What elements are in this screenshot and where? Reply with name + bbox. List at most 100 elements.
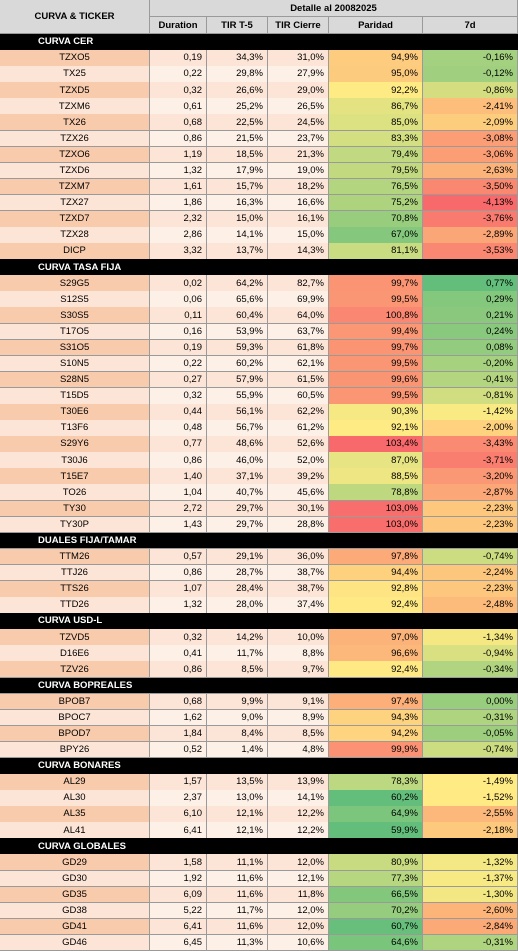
duration: 6,41 [150, 918, 207, 936]
tir-cierre: 14,1% [268, 790, 329, 807]
ticker: TTM26 [0, 548, 150, 566]
ticker: S29Y6 [0, 436, 150, 453]
7d: -2,55% [423, 806, 518, 823]
duration: 0,19 [150, 339, 207, 357]
ticker: BPY26 [0, 741, 150, 759]
tir-t5: 11,3% [207, 934, 268, 951]
tir-t5: 13,5% [207, 774, 268, 791]
duration: 0,32 [150, 629, 207, 646]
ticker: S31O5 [0, 339, 150, 357]
paridad: 66,5% [329, 886, 423, 904]
tir-cierre: 69,9% [268, 291, 329, 308]
ticker: BPOC7 [0, 709, 150, 727]
duration-header: Duration [150, 17, 207, 34]
tir-cierre: 63,7% [268, 323, 329, 341]
paridad: 76,5% [329, 178, 423, 196]
tir-cierre: 30,1% [268, 500, 329, 518]
duration: 0,86 [150, 452, 207, 469]
paridad: 92,8% [329, 580, 423, 598]
duration: 6,41 [150, 822, 207, 839]
7d: -2,41% [423, 98, 518, 115]
paridad: 94,3% [329, 709, 423, 727]
duration: 0,11 [150, 307, 207, 325]
tir-t5: 26,6% [207, 82, 268, 99]
7d: -0,31% [423, 934, 518, 951]
tir-cierre: 18,2% [268, 178, 329, 196]
duration: 0,57 [150, 548, 207, 566]
tir-t5: 64,2% [207, 275, 268, 292]
7d: -0,34% [423, 661, 518, 678]
paridad: 90,3% [329, 404, 423, 421]
7d: -2,60% [423, 902, 518, 920]
paridad: 99,7% [329, 275, 423, 292]
paridad: 70,2% [329, 902, 423, 920]
paridad: 94,4% [329, 564, 423, 582]
paridad: 92,4% [329, 661, 423, 678]
ticker: GD30 [0, 870, 150, 888]
tir-t5: 40,7% [207, 484, 268, 502]
tir-t5: 56,7% [207, 420, 268, 437]
tir-t5: 57,9% [207, 371, 268, 389]
tir-t5: 65,6% [207, 291, 268, 308]
tir-cierre: 64,0% [268, 307, 329, 325]
tir-t5: 37,1% [207, 468, 268, 485]
paridad: 103,0% [329, 516, 423, 534]
7d: 0,21% [423, 307, 518, 325]
paridad: 95,0% [329, 66, 423, 83]
tir-t5: 29,7% [207, 500, 268, 518]
tir-t5: 60,4% [207, 307, 268, 325]
tir-t5: 11,6% [207, 886, 268, 904]
ticker: S29G5 [0, 275, 150, 292]
tir-cierre: 36,0% [268, 548, 329, 566]
duration: 1,07 [150, 580, 207, 598]
7d: -0,74% [423, 548, 518, 566]
paridad: 99,4% [329, 323, 423, 341]
tir-t5: 28,0% [207, 597, 268, 614]
paridad: 67,0% [329, 227, 423, 244]
paridad: 97,0% [329, 629, 423, 646]
tir-t5: 14,1% [207, 227, 268, 244]
duration: 0,27 [150, 371, 207, 389]
ticker: TX25 [0, 66, 150, 83]
paridad: 87,0% [329, 452, 423, 469]
tir-cierre: 61,8% [268, 339, 329, 357]
duration: 1,43 [150, 516, 207, 534]
7d: -0,86% [423, 82, 518, 99]
tir-t5: 16,3% [207, 194, 268, 212]
paridad: 60,2% [329, 790, 423, 807]
ticker: GD29 [0, 854, 150, 872]
ticker: AL41 [0, 822, 150, 839]
paridad: 83,3% [329, 130, 423, 148]
tir-cierre: 27,9% [268, 66, 329, 83]
tir-t5-header: TIR T-5 [207, 17, 268, 34]
paridad: 80,9% [329, 854, 423, 872]
duration: 0,68 [150, 114, 207, 132]
paridad: 79,4% [329, 146, 423, 164]
ticker: T17O5 [0, 323, 150, 341]
7d: -1,52% [423, 790, 518, 807]
duration: 6,45 [150, 934, 207, 951]
ticker: TZXD7 [0, 210, 150, 228]
duration: 0,32 [150, 82, 207, 99]
duration: 0,86 [150, 130, 207, 148]
paridad: 103,0% [329, 500, 423, 518]
paridad: 103,4% [329, 436, 423, 453]
7d: -2,18% [423, 822, 518, 839]
ticker: T30E6 [0, 404, 150, 421]
tir-cierre: 12,2% [268, 806, 329, 823]
7d: -3,50% [423, 178, 518, 196]
7d: 0,77% [423, 275, 518, 292]
paridad: 86,7% [329, 98, 423, 115]
duration: 0,44 [150, 404, 207, 421]
ticker: TX26 [0, 114, 150, 132]
tir-cierre: 12,0% [268, 902, 329, 920]
paridad: 79,5% [329, 162, 423, 180]
paridad: 99,7% [329, 339, 423, 357]
tir-cierre: 8,8% [268, 645, 329, 662]
tir-cierre: 16,1% [268, 210, 329, 228]
ticker: TZXD6 [0, 162, 150, 180]
tir-t5: 21,5% [207, 130, 268, 148]
ticker: TY30P [0, 516, 150, 534]
tir-t5: 48,6% [207, 436, 268, 453]
ticker: GD35 [0, 886, 150, 904]
